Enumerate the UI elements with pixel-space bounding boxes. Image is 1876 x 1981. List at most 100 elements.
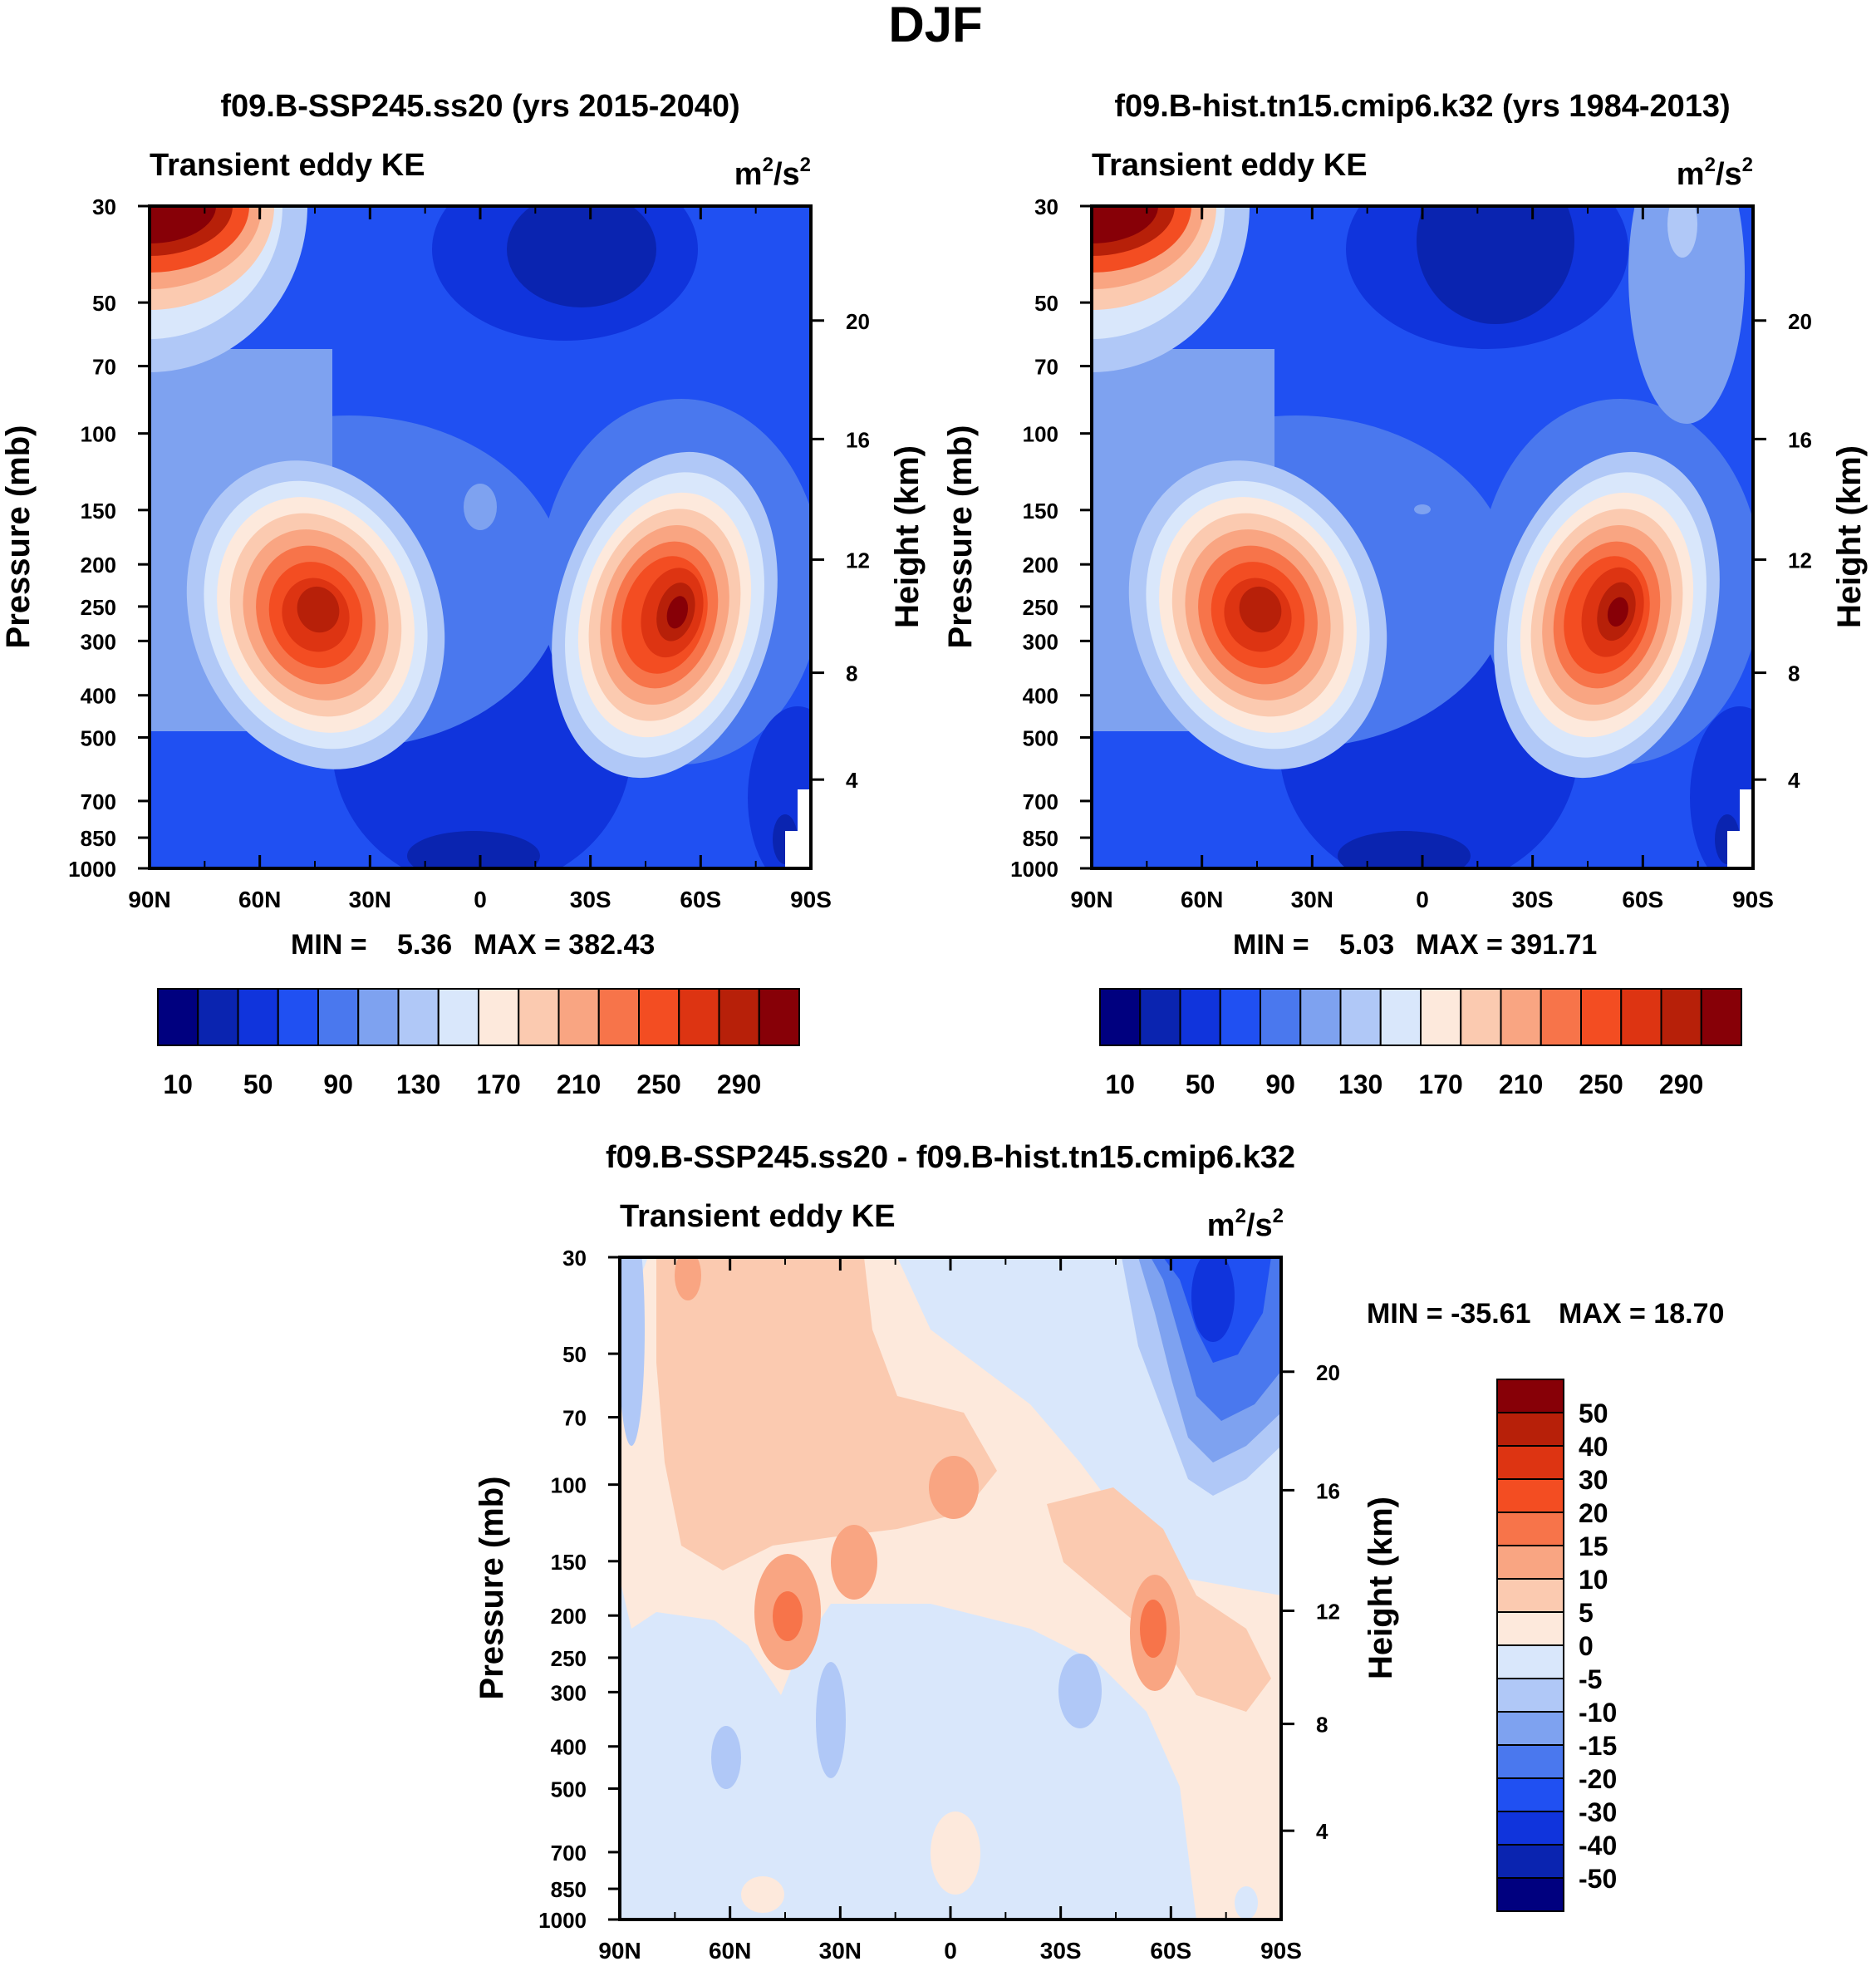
colorbar-label: 170 [1418,1069,1462,1099]
sh-strat-band [1628,206,1745,424]
colorbar-swatch [1496,1777,1564,1812]
positive-core-55s [1140,1600,1166,1658]
low-lower-min [407,831,540,868]
colorbar-swatch [1496,1379,1564,1413]
colorbar-label: -30 [1579,1797,1617,1827]
colorbar-swatch [1496,1744,1564,1779]
colorbar-swatch [1339,988,1382,1046]
colorbar-label: -10 [1579,1698,1617,1728]
nh-jet-ring-9 [297,586,340,633]
panel-title: f09.B-SSP245.ss20 (yrs 2015-2040) [220,89,739,124]
x-tick-label: 60N [1181,887,1223,912]
low-lower-min [1338,831,1471,868]
y-tick-label: 150 [551,1550,587,1575]
x-tick-label: 60N [709,1938,751,1964]
y-right-tick-label: 8 [846,661,857,686]
negative-surface-80s [1235,1886,1258,1920]
colorbar-swatch [437,988,479,1046]
colorbar-label: 10 [163,1069,193,1099]
colorbar-swatch [557,988,600,1046]
panel-title: f09.B-SSP245.ss20 - f09.B-hist.tn15.cmip… [606,1140,1295,1175]
x-axis: 90N 60N 30N 0 30S 60S 90S [128,206,832,912]
colorbar-swatch [1496,1578,1564,1613]
y-right-tick-label: 4 [1788,768,1800,793]
colorbar-swatch [1496,1811,1564,1846]
x-tick-label: 90N [1070,887,1112,912]
colorbar-swatch [1496,1512,1564,1546]
x-tick-label: 90N [128,887,170,912]
y-tick-label: 700 [81,789,116,814]
y-tick-label: 150 [1023,499,1058,524]
y-tick-label: 500 [1023,725,1058,750]
colorbar-swatch [1420,988,1462,1046]
y-axis-label: Pressure (mb) [0,425,37,649]
y-tick-label: 250 [551,1646,587,1671]
colorbar: 10 50 90 130 170 210 250 290 [157,988,800,1099]
sh-jet-ring-10 [1607,597,1628,627]
panel-hist: f09.B-hist.tn15.cmip6.k32 (yrs 1984-2013… [942,89,1868,1099]
y-right-tick-label: 16 [1788,427,1812,452]
left-string: Transient eddy KE [620,1199,896,1234]
low-upper-min [1417,206,1574,324]
colorbar-label: -5 [1579,1664,1602,1694]
y-axis-left: 30 50 70 100 150 200 250 300 400 500 700 850 1000 [538,1246,620,1933]
x-tick-label: 60S [1150,1938,1191,1964]
y-tick-label: 300 [1023,629,1058,654]
colorbar-swatch [1660,988,1702,1046]
colorbar-label: 10 [1579,1565,1608,1595]
y-axis-right: 20 16 12 8 4 [811,309,870,793]
y-right-tick-label: 12 [1788,548,1812,573]
colorbar-swatch [1620,988,1662,1046]
y-tick-label: 250 [81,595,116,620]
min-label: MIN = [1233,929,1309,961]
colorbar-swatch [1260,988,1302,1046]
min-label: MIN = [291,929,367,961]
colorbar-label: -40 [1579,1831,1617,1861]
colorbar-label: 170 [476,1069,520,1099]
topography-mask [1727,789,1753,868]
colorbar-label: 20 [1579,1498,1608,1528]
positive-surface-eq [931,1811,980,1895]
y-tick-label: 1000 [538,1908,587,1933]
y-tick-label: 100 [551,1473,587,1498]
moderate-positive-band [656,1257,997,1571]
negative-spot-60n [711,1726,741,1789]
equatorial-blob [1414,504,1431,514]
colorbar-swatch [157,988,199,1046]
colorbar-swatch [357,988,400,1046]
x-tick-label: 60S [680,887,721,912]
min-value: 5.03 [1339,929,1394,961]
colorbar-swatch [1460,988,1502,1046]
units-label: m2/s2 [1677,154,1753,192]
colorbar-swatch [1496,1478,1564,1513]
y-axis-left: 30 50 70 100 150 200 250 300 400 500 700 850 1000 [68,194,150,882]
units-label: m2/s2 [1207,1205,1284,1243]
y-axis-label-right: Height (km) [889,445,926,628]
x-axis: 90N 60N 30N 0 30S 60S 90S [598,1257,1302,1964]
y-tick-label: 400 [551,1735,587,1760]
positive-surface-60n [741,1876,784,1913]
y-tick-label: 100 [1023,422,1058,447]
plot-field [1092,206,1753,868]
plot-field [150,206,811,868]
y-tick-label: 200 [81,553,116,578]
x-tick-label: 60N [238,887,281,912]
y-tick-label: 70 [1034,355,1058,380]
min-label: MIN = -35.61 [1367,1298,1530,1330]
y-axis-label-right: Height (km) [1363,1497,1399,1679]
plot-field [620,1257,1281,1920]
sh-jet-ring-10 [666,596,689,629]
colorbar-label: 30 [1579,1465,1608,1495]
positive-core-45n [773,1591,803,1641]
colorbar-swatch [1379,988,1422,1046]
units-label: m2/s2 [734,154,811,192]
colorbar-label: 290 [717,1069,761,1099]
colorbar-swatch [1299,988,1342,1046]
colorbar-label: 0 [1579,1631,1594,1661]
colorbar-swatch [1496,1844,1564,1879]
negative-spot-35s [1058,1654,1102,1728]
colorbar-swatch [678,988,720,1046]
y-right-tick-label: 8 [1316,1713,1328,1738]
colorbar-swatch [638,988,680,1046]
